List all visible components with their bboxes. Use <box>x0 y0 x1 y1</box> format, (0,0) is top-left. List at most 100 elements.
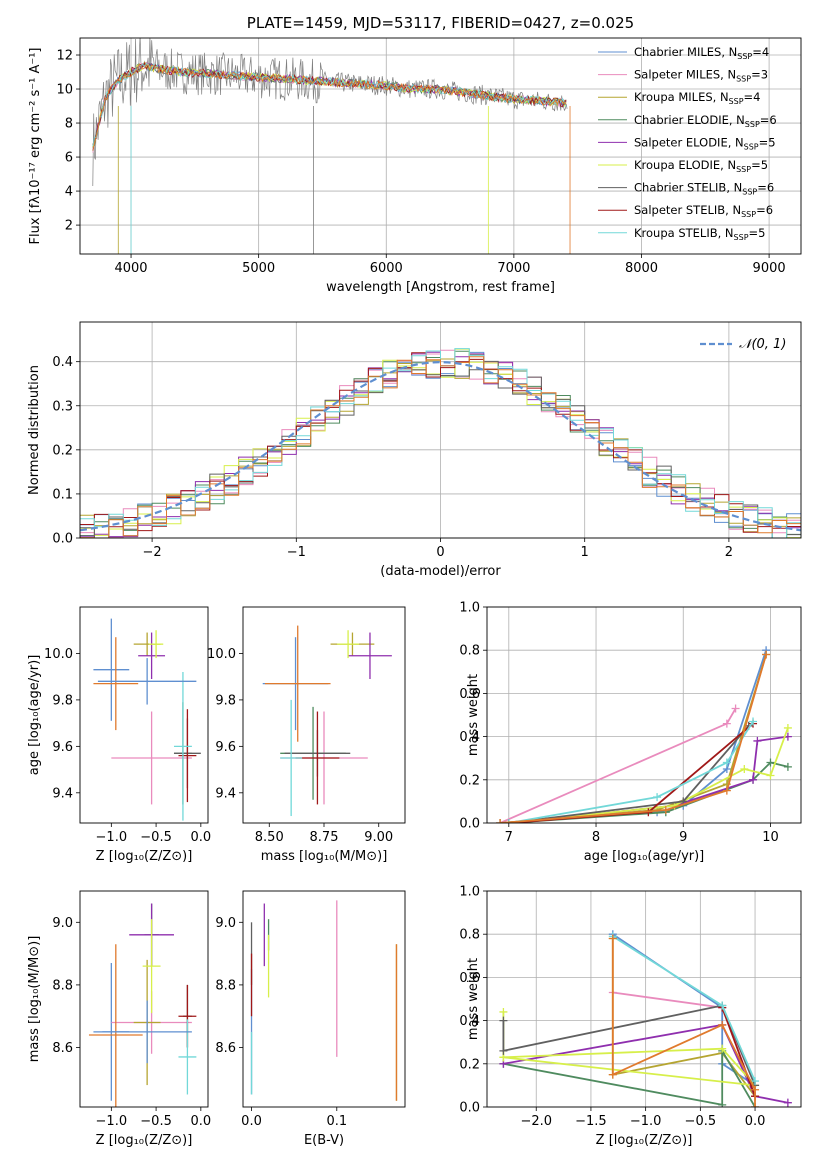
legend-entry: Kroupa STELIB, NSSP=5 <box>634 226 765 242</box>
y-tick-label: 0.1 <box>52 487 73 502</box>
error-bar-point <box>173 672 192 821</box>
weight-line <box>502 1012 758 1087</box>
x-tick-label: 9000 <box>753 261 786 276</box>
x-tick-label: 4000 <box>114 261 147 276</box>
y-tick-label: 9.6 <box>215 740 236 755</box>
weight-marker <box>504 819 513 823</box>
y-tick-label: 9.8 <box>52 693 73 708</box>
weight-line <box>611 938 756 1107</box>
x-tick-label: 8.75 <box>310 830 339 845</box>
weight-marker <box>749 775 758 784</box>
weight-marker <box>749 717 758 726</box>
error-bar-point <box>97 658 197 705</box>
y-tick-label: 0.8 <box>459 928 480 943</box>
x-tick-label: 9 <box>679 830 687 845</box>
error-bar-point <box>111 711 192 805</box>
y-tick-label: 0.6 <box>459 971 480 986</box>
weight-line <box>502 1004 756 1086</box>
y-tick-label: 0.8 <box>459 644 480 659</box>
legend-name: Salpeter ELODIE, N <box>634 135 744 149</box>
x-tick-label: 0 <box>436 545 444 560</box>
legend-name: Chabrier ELODIE, N <box>634 113 745 127</box>
axes-frame <box>486 890 802 1108</box>
error-bar-point <box>142 919 161 1014</box>
legend-name: Kroupa MILES, N <box>634 90 729 104</box>
model-spectrum <box>92 60 567 148</box>
error-bar-point <box>337 630 360 659</box>
data-spectrum <box>92 38 568 187</box>
legend-subscript: SSP <box>729 97 744 106</box>
x-axis-label: E(B-V) <box>304 1133 344 1148</box>
legend-subscript: SSP <box>741 210 756 219</box>
legend-value: =5 <box>751 158 768 172</box>
weight-line <box>500 654 767 823</box>
y-tick-label: 6 <box>65 151 73 166</box>
y-tick-label: 0.2 <box>459 1057 480 1072</box>
x-tick-label: 7 <box>505 830 513 845</box>
weight-marker <box>751 1085 760 1094</box>
y-axis-label: mass [log₁₀(M/M⊙)] <box>27 936 42 1063</box>
x-axis-label: mass [log₁₀(M/M⊙)] <box>261 849 388 864</box>
error-bar-point <box>148 630 164 659</box>
error-bar-point <box>88 944 143 1107</box>
error-bar-point <box>348 632 392 679</box>
y-tick-label: 10 <box>56 83 73 98</box>
legend-entry: Chabrier MILES, NSSP=4 <box>634 45 769 61</box>
legend-name: Salpeter STELIB, N <box>634 203 741 217</box>
x-tick-label: −1.0 <box>96 1114 128 1129</box>
weight-marker <box>496 819 505 823</box>
x-tick-label: 8 <box>592 830 600 845</box>
error-bar-point <box>93 637 139 731</box>
legend-name: Chabrier MILES, N <box>634 45 737 59</box>
legend-entry: Kroupa ELODIE, NSSP=5 <box>634 158 768 174</box>
weight-marker <box>661 806 670 815</box>
y-tick-label: 0.4 <box>52 355 73 370</box>
error-bar-point <box>280 699 303 817</box>
weight-marker <box>766 758 775 767</box>
x-tick-label: 1 <box>581 545 589 560</box>
weight-line <box>503 1047 756 1107</box>
y-tick-label: 8.6 <box>215 1041 236 1056</box>
weight-marker <box>731 704 740 713</box>
weight-line <box>612 935 756 1082</box>
weight-marker <box>718 1100 727 1107</box>
legend-name: Chabrier STELIB, N <box>634 181 742 195</box>
legend-subscript: SSP <box>734 233 749 242</box>
y-tick-label: 0.0 <box>459 817 480 832</box>
axes-frame <box>79 606 209 824</box>
legend-entry: Salpeter STELIB, NSSP=6 <box>634 203 773 219</box>
weight-marker <box>766 771 775 780</box>
y-tick-label: 1.0 <box>459 885 480 900</box>
x-tick-label: 0.1 <box>326 1114 347 1129</box>
y-tick-label: 0.4 <box>459 730 480 745</box>
weight-marker <box>762 650 771 659</box>
legend-entry: Chabrier STELIB, NSSP=6 <box>634 181 774 197</box>
x-axis-label: wavelength [Angstrom, rest frame] <box>326 280 555 295</box>
error-bar-point <box>178 1019 197 1095</box>
weight-marker <box>608 934 617 943</box>
x-tick-label: 0.0 <box>190 830 211 845</box>
x-tick-label: −1.5 <box>575 1114 607 1129</box>
legend-subscript: SSP <box>736 75 751 84</box>
weight-marker <box>722 786 731 795</box>
error-bar-point <box>138 632 166 679</box>
x-axis-label: Z [log₁₀(Z/Z⊙)] <box>96 1133 193 1148</box>
y-tick-label: 0.3 <box>52 399 73 414</box>
legend-value: =6 <box>760 113 777 127</box>
y-tick-label: 0.4 <box>459 1014 480 1029</box>
legend-name: Kroupa ELODIE, N <box>634 158 736 172</box>
y-tick-label: 0.0 <box>459 1101 480 1116</box>
axes-frame <box>486 606 802 824</box>
y-tick-label: 8.6 <box>52 1041 73 1056</box>
weight-line <box>721 1007 756 1097</box>
x-axis-label: Z [log₁₀(Z/Z⊙)] <box>596 1133 693 1148</box>
weight-line <box>508 721 754 823</box>
weight-line <box>508 725 750 823</box>
x-tick-label: 8.50 <box>255 830 284 845</box>
model-spectrum <box>92 62 567 147</box>
error-bar-point <box>102 1000 192 1064</box>
x-tick-label: 6000 <box>370 261 403 276</box>
legend-entry: Chabrier ELODIE, NSSP=6 <box>634 113 777 129</box>
x-axis-label: age [log₁₀(age/yr)] <box>584 849 705 864</box>
weight-marker <box>783 1098 792 1107</box>
